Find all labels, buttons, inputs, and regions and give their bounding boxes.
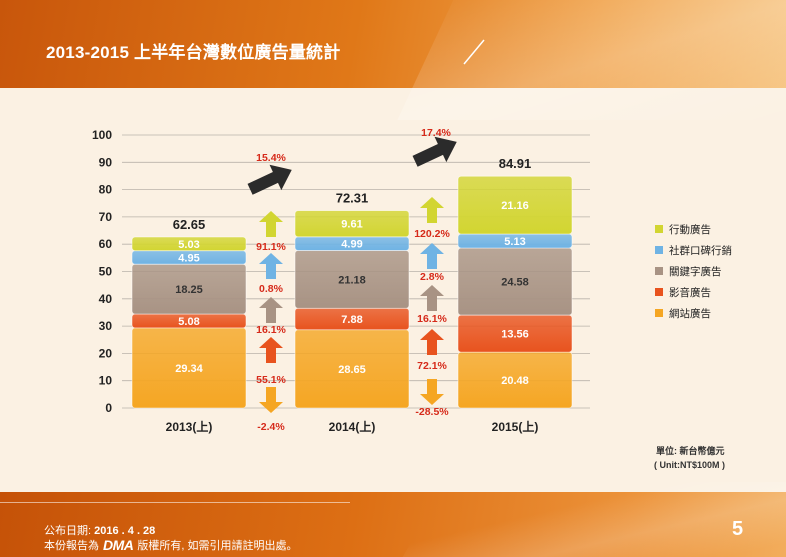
growth-up-arrow-icon: [259, 297, 283, 323]
y-tick-label: 90: [99, 155, 113, 169]
growth-up-arrow-icon: [259, 211, 283, 237]
total-growth-label: 15.4%: [256, 152, 286, 164]
growth-down-arrow-icon: [259, 387, 283, 413]
y-tick-label: 30: [99, 319, 113, 333]
data-label: 29.34: [175, 363, 203, 375]
total-growth-arrow-icon: [247, 164, 292, 195]
data-label: 24.58: [501, 277, 529, 289]
growth-label: 0.8%: [259, 283, 284, 295]
total-growth-arrow-shape: [412, 136, 457, 167]
growth-label: -2.4%: [257, 421, 285, 433]
y-tick-label: 40: [99, 292, 113, 306]
data-label: 9.61: [341, 219, 362, 231]
data-label: 18.25: [175, 284, 203, 296]
growth-label: 72.1%: [417, 360, 447, 372]
footer-bar: [0, 482, 786, 557]
y-tick-label: 50: [99, 265, 113, 279]
growth-label: 55.1%: [256, 374, 286, 386]
growth-up-arrow-icon: [259, 253, 283, 279]
y-tick-label: 100: [92, 128, 112, 142]
legend-label: 關鍵字廣告: [669, 265, 722, 278]
data-label: 21.18: [338, 274, 366, 286]
title-slash-icon: [463, 39, 485, 65]
y-tick-label: 60: [99, 237, 113, 251]
legend-label: 社群口碑行銷: [669, 244, 732, 257]
data-label: 5.03: [178, 239, 199, 251]
total-growth-arrow-shape: [247, 164, 292, 195]
slide-title: 2013-2015 上半年台灣數位廣告量統計: [46, 43, 341, 62]
growth-up-arrow-icon: [420, 329, 444, 355]
bar-segment: [294, 210, 410, 238]
footer-swoosh: [394, 482, 786, 557]
legend-swatch: [655, 246, 663, 254]
growth-up-arrow-icon: [420, 243, 444, 269]
copyright-notice: 本份報告為 DMA 版權所有, 如需引用請註明出處。: [44, 537, 298, 553]
x-tick-label: 2013(上): [166, 419, 213, 434]
total-growth-arrow-icon: [412, 136, 457, 167]
growth-down-arrow-icon: [420, 379, 444, 405]
data-label: 20.48: [501, 375, 529, 387]
y-tick-label: 0: [105, 401, 112, 415]
page-number: 5: [732, 518, 744, 540]
y-tick-label: 70: [99, 210, 113, 224]
published-label: 公布日期:: [44, 525, 92, 537]
total-label: 84.91: [499, 156, 532, 171]
data-label: 7.88: [341, 314, 362, 326]
y-tick-label: 80: [99, 183, 113, 197]
footer-divider: [0, 502, 350, 503]
growth-label: -28.5%: [415, 406, 449, 418]
total-label: 72.31: [336, 191, 369, 206]
unit-label: 單位: 新台幣億元: [656, 446, 725, 456]
growth-up-arrow-icon: [420, 285, 444, 311]
y-tick-label: 10: [99, 374, 113, 388]
bar-segment: [131, 236, 247, 252]
dma-logo: DMA: [103, 537, 134, 553]
total-label: 62.65: [173, 217, 206, 232]
data-label: 5.13: [504, 236, 525, 248]
growth-label: 91.1%: [256, 241, 286, 253]
legend-swatch: [655, 267, 663, 275]
x-tick-label: 2014(上): [329, 419, 376, 434]
growth-label: 16.1%: [417, 313, 447, 325]
data-label: 13.56: [501, 329, 529, 341]
published-date-value: 2016 . 4 . 28: [94, 525, 156, 537]
y-tick-label: 20: [99, 346, 113, 360]
unit-label-en: ( Unit:NT$100M ): [654, 460, 726, 470]
growth-up-arrow-icon: [420, 197, 444, 223]
data-label: 4.99: [341, 239, 362, 251]
bar-segment: [457, 175, 573, 235]
data-label: 21.16: [501, 200, 529, 212]
growth-up-arrow-icon: [259, 337, 283, 363]
legend-swatch: [655, 288, 663, 296]
legend-label: 影音廣告: [669, 286, 711, 299]
growth-label: 16.1%: [256, 324, 286, 336]
legend-label: 行動廣告: [669, 223, 711, 236]
title-bar: [0, 0, 786, 120]
growth-label: 2.8%: [420, 271, 445, 283]
data-label: 4.95: [178, 252, 199, 264]
growth-label: 120.2%: [414, 228, 450, 240]
legend-swatch: [655, 225, 663, 233]
data-label: 5.08: [178, 316, 199, 328]
copyright-suffix: 版權所有, 如需引用請註明出處。: [137, 540, 298, 552]
published-date: 公布日期: 2016 . 4 . 28: [44, 522, 155, 538]
legend-label: 網站廣告: [669, 307, 711, 320]
legend-swatch: [655, 309, 663, 317]
copyright-prefix: 本份報告為: [44, 540, 99, 552]
total-growth-label: 17.4%: [421, 127, 451, 139]
data-label: 28.65: [338, 364, 366, 376]
x-tick-label: 2015(上): [492, 419, 539, 434]
